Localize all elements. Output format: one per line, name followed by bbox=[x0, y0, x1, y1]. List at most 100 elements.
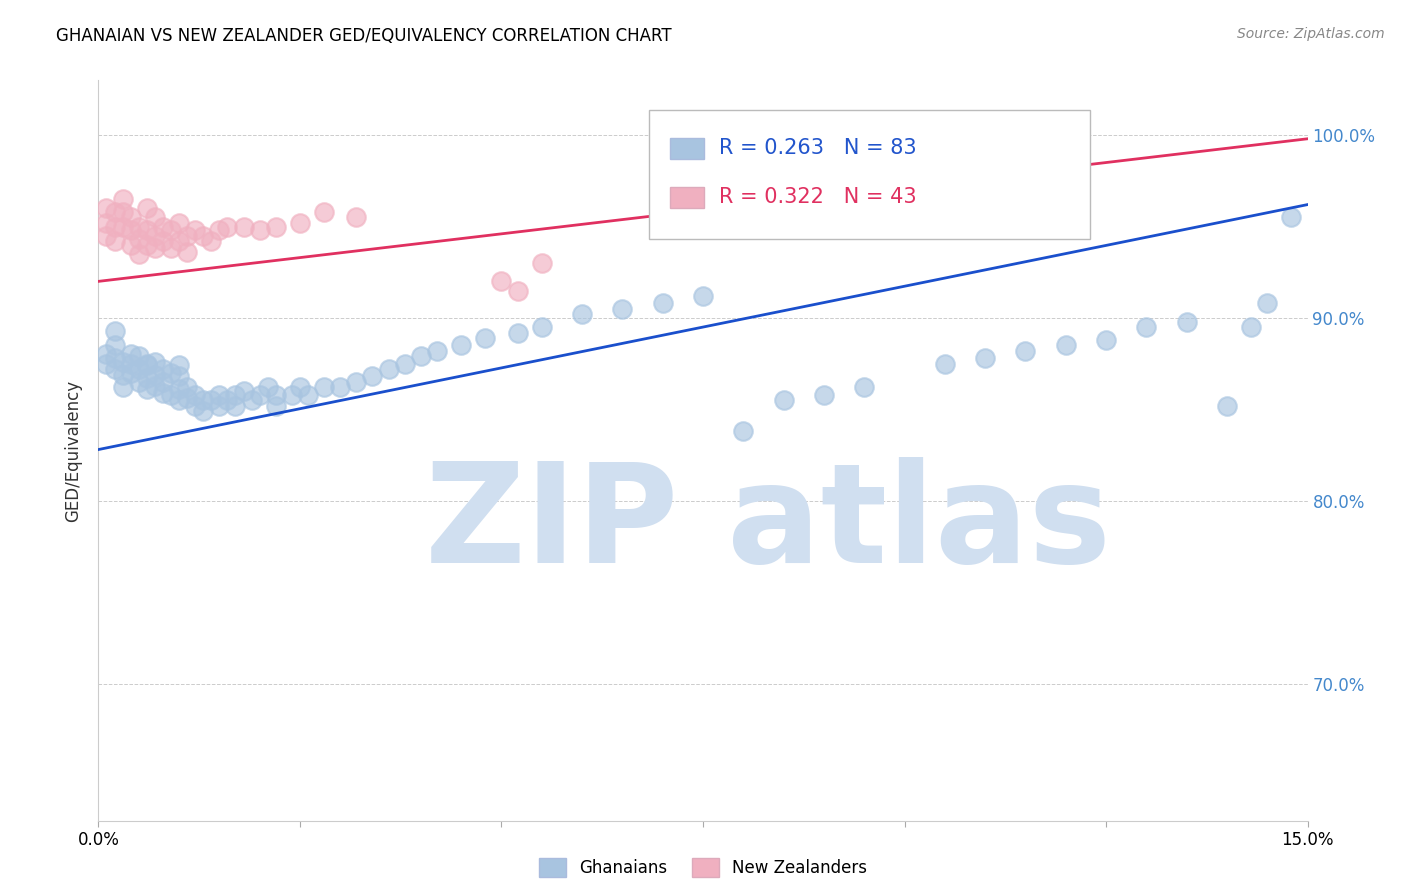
Point bbox=[1175, 315, 1198, 329]
Point bbox=[120, 366, 142, 380]
Point bbox=[288, 216, 311, 230]
Point bbox=[530, 256, 553, 270]
Point bbox=[135, 359, 157, 373]
Point bbox=[96, 216, 118, 230]
Point bbox=[208, 223, 231, 237]
Point bbox=[167, 234, 190, 248]
Point bbox=[651, 296, 673, 310]
Point bbox=[120, 211, 142, 225]
Point bbox=[184, 223, 207, 237]
Point bbox=[377, 362, 399, 376]
Point bbox=[934, 357, 956, 371]
FancyBboxPatch shape bbox=[648, 110, 1090, 239]
Point bbox=[111, 219, 134, 234]
Point bbox=[409, 349, 432, 363]
Point bbox=[128, 362, 150, 376]
Point bbox=[103, 351, 125, 366]
Text: atlas: atlas bbox=[727, 457, 1111, 592]
Point bbox=[160, 223, 183, 237]
Point bbox=[111, 368, 134, 382]
Point bbox=[1256, 296, 1278, 310]
Point bbox=[1095, 333, 1118, 347]
Point bbox=[506, 284, 529, 298]
Point bbox=[217, 219, 239, 234]
Point bbox=[1216, 399, 1239, 413]
Point bbox=[264, 399, 287, 413]
Point bbox=[200, 234, 222, 248]
Text: R = 0.322   N = 43: R = 0.322 N = 43 bbox=[718, 187, 917, 207]
Point bbox=[103, 338, 125, 352]
Point bbox=[167, 216, 190, 230]
Point bbox=[314, 380, 336, 394]
Point bbox=[256, 380, 278, 394]
Point bbox=[426, 343, 449, 358]
Y-axis label: GED/Equivalency: GED/Equivalency bbox=[65, 379, 83, 522]
Point bbox=[208, 399, 231, 413]
Point bbox=[111, 192, 134, 206]
Point bbox=[128, 349, 150, 363]
Point bbox=[120, 237, 142, 252]
Point bbox=[135, 371, 157, 385]
Point bbox=[152, 375, 174, 389]
Point bbox=[264, 387, 287, 401]
Point bbox=[772, 393, 794, 408]
Point bbox=[103, 219, 125, 234]
Point bbox=[288, 380, 311, 394]
Bar bbox=[671, 138, 704, 159]
Point bbox=[152, 219, 174, 234]
Text: ZIP: ZIP bbox=[425, 457, 679, 592]
Point bbox=[530, 320, 553, 334]
Text: Source: ZipAtlas.com: Source: ZipAtlas.com bbox=[1237, 27, 1385, 41]
Point bbox=[474, 331, 496, 345]
Point bbox=[135, 223, 157, 237]
Point bbox=[176, 228, 198, 243]
Text: GHANAIAN VS NEW ZEALANDER GED/EQUIVALENCY CORRELATION CHART: GHANAIAN VS NEW ZEALANDER GED/EQUIVALENC… bbox=[56, 27, 672, 45]
Point bbox=[217, 393, 239, 408]
Point bbox=[224, 399, 246, 413]
Point bbox=[128, 247, 150, 261]
Point bbox=[103, 234, 125, 248]
Point bbox=[240, 393, 263, 408]
Point bbox=[692, 289, 714, 303]
Point bbox=[152, 385, 174, 400]
Point bbox=[184, 387, 207, 401]
Point bbox=[135, 382, 157, 396]
Point bbox=[120, 223, 142, 237]
Point bbox=[143, 378, 166, 392]
Point bbox=[612, 301, 634, 316]
Point bbox=[176, 380, 198, 394]
Point bbox=[232, 219, 254, 234]
Point bbox=[167, 359, 190, 373]
Point bbox=[128, 219, 150, 234]
Point bbox=[160, 366, 183, 380]
Point bbox=[143, 368, 166, 382]
Point bbox=[135, 201, 157, 215]
Point bbox=[167, 369, 190, 384]
Point bbox=[224, 387, 246, 401]
Point bbox=[264, 219, 287, 234]
Point bbox=[184, 399, 207, 413]
Point bbox=[135, 357, 157, 371]
Point bbox=[135, 237, 157, 252]
Point bbox=[120, 357, 142, 371]
Point bbox=[974, 351, 997, 366]
Point bbox=[853, 380, 876, 394]
Point bbox=[176, 392, 198, 406]
Point bbox=[160, 387, 183, 401]
Point bbox=[344, 375, 367, 389]
Point bbox=[813, 387, 835, 401]
Point bbox=[329, 380, 352, 394]
Point bbox=[571, 307, 593, 321]
Point bbox=[143, 228, 166, 243]
Bar bbox=[671, 187, 704, 208]
Point bbox=[96, 347, 118, 361]
Point bbox=[491, 274, 513, 288]
Point bbox=[96, 201, 118, 215]
Point bbox=[152, 234, 174, 248]
Point bbox=[103, 362, 125, 376]
Point bbox=[193, 228, 215, 243]
Legend: Ghanaians, New Zealanders: Ghanaians, New Zealanders bbox=[533, 851, 873, 884]
Point bbox=[361, 369, 384, 384]
Point bbox=[1014, 343, 1036, 358]
Point bbox=[200, 393, 222, 408]
